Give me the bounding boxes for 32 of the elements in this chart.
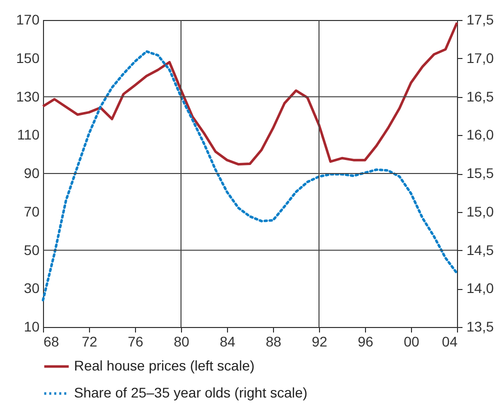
y2-tick-label: 14,0 — [466, 280, 494, 296]
y-tick-label: 130 — [16, 88, 40, 104]
x-tick-label: 84 — [220, 334, 236, 350]
x-tick-label: 88 — [266, 334, 282, 350]
y2-tick-label: 16,0 — [466, 126, 494, 143]
line-series — [42, 21, 458, 166]
y-tick-label: 150 — [16, 50, 40, 66]
y2-tick-label: 15,5 — [466, 165, 494, 181]
y-tick-label: 110 — [17, 126, 40, 143]
y-tick-label: 170 — [16, 12, 40, 28]
x-tick-label: 92 — [312, 334, 328, 350]
y-tick-label: 90 — [24, 165, 40, 181]
legend-label: Share of 25–35 year olds (right scale) — [74, 384, 308, 400]
x-tick-label: 80 — [174, 334, 190, 350]
x-tick-label: 00 — [404, 334, 420, 350]
x-tick-label: 68 — [44, 334, 60, 350]
x-tick-label: 96 — [358, 334, 374, 350]
y2-tick-label: 17,0 — [466, 50, 494, 66]
y2-tick-label: 15,0 — [466, 203, 494, 220]
legend-label: Real house prices (left scale) — [74, 358, 255, 374]
y-tick-label: 50 — [24, 242, 40, 258]
y2-tick-label: 13,5 — [466, 318, 494, 334]
y2-tick-label: 17,5 — [466, 12, 494, 28]
y-tick-label: 30 — [24, 280, 40, 296]
x-tick-label: 04 — [442, 334, 458, 350]
y2-tick-label: 16,5 — [466, 88, 494, 104]
x-tick-label: 72 — [82, 334, 98, 350]
y2-tick-label: 14,5 — [466, 242, 494, 258]
y-tick-label: 10 — [24, 318, 40, 334]
line-series — [42, 50, 458, 302]
y-tick-label: 70 — [24, 203, 40, 220]
x-tick-label: 76 — [128, 334, 144, 350]
